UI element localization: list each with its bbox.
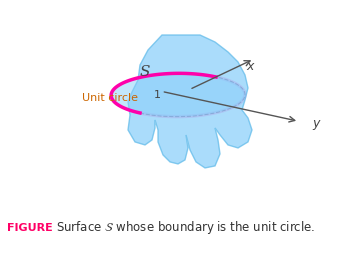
Text: Surface $\mathcal{S}$ whose boundary is the unit circle.: Surface $\mathcal{S}$ whose boundary is … bbox=[56, 219, 315, 236]
Polygon shape bbox=[128, 35, 252, 168]
Text: S: S bbox=[140, 65, 150, 79]
Text: x: x bbox=[246, 60, 254, 73]
Text: Unit circle: Unit circle bbox=[82, 93, 138, 103]
Polygon shape bbox=[111, 73, 245, 116]
Text: y: y bbox=[312, 117, 320, 130]
Text: 1: 1 bbox=[154, 90, 161, 100]
Text: FIGURE: FIGURE bbox=[7, 223, 53, 233]
